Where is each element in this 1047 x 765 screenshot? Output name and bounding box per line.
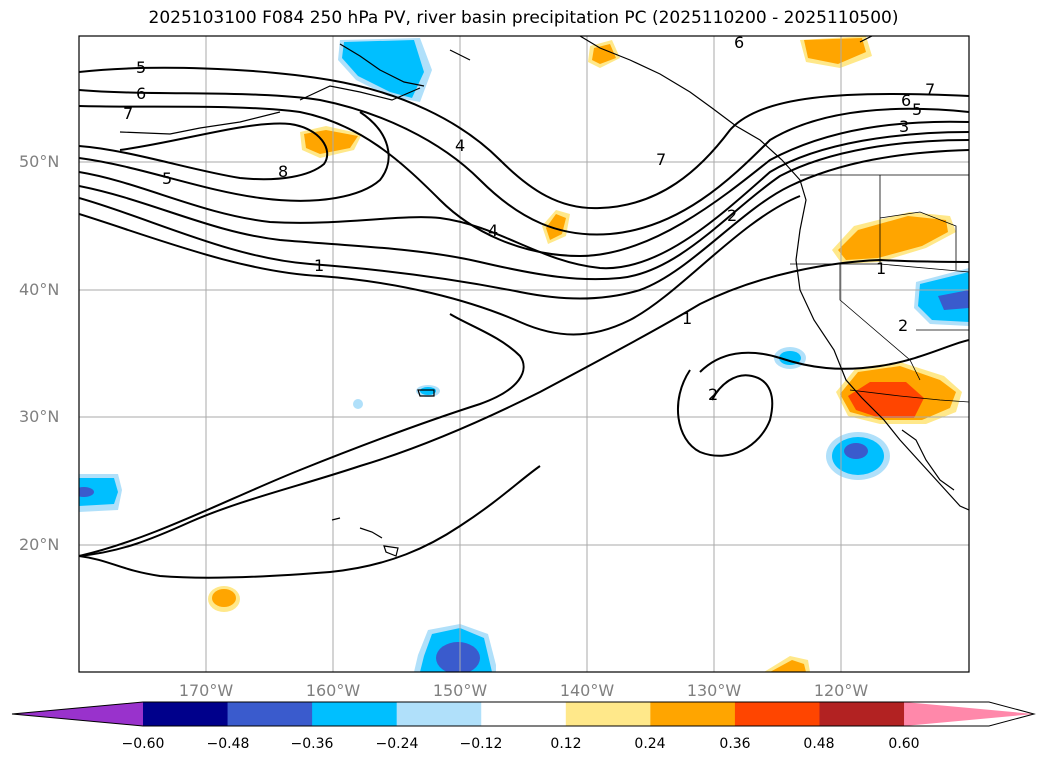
colorbar-tick: −0.24 (375, 736, 419, 752)
colorbar-outline (11, 701, 1036, 727)
longitude-label: 150°W (432, 681, 488, 700)
longitude-label: 130°W (686, 681, 742, 700)
colorbar-tick: 0.60 (888, 736, 920, 752)
colorbar-segment (143, 702, 229, 726)
contour-label: 1 (876, 259, 886, 278)
positive-anomaly-gulf-alaska-core (592, 44, 616, 64)
contour-label: 4 (455, 136, 465, 155)
colorbar-tick: −0.12 (459, 736, 503, 752)
contour-label: 1 (314, 256, 324, 275)
map-frame (78, 35, 970, 673)
contour-label: 5 (136, 58, 146, 77)
contour-label: 6 (901, 91, 911, 110)
pv-contours (79, 66, 969, 579)
negative-anomaly-small-1-core (779, 351, 801, 365)
negative-anomaly-mexico (826, 432, 890, 480)
positive-anomaly-mid-pacific-core (546, 214, 566, 240)
contour-label: 7 (123, 104, 133, 123)
precipitation-shading (79, 36, 969, 672)
contour-label: 5 (912, 100, 922, 119)
map-panel: 5 6 7 8 5 4 4 1 7 6 5 3 7 2 1 1 2 2 6 (78, 33, 970, 673)
negative-anomaly-west-pacific (79, 474, 122, 512)
contour-label: 8 (278, 162, 288, 181)
negative-anomaly-south-pacific (414, 624, 496, 672)
contour-label: 7 (656, 150, 666, 169)
colorbar-tick: −0.36 (290, 736, 334, 752)
colorbar-tick: 0.36 (719, 736, 751, 752)
negative-anomaly-nevada (914, 268, 969, 326)
longitude-label: 140°W (559, 681, 615, 700)
contour-label: 5 (162, 169, 172, 188)
latitude-label: 50°N (19, 152, 60, 171)
longitude-label: 120°W (813, 681, 869, 700)
colorbar-segment (312, 702, 398, 726)
positive-anomaly-oregon (832, 212, 956, 264)
contour-label: 2 (708, 385, 718, 404)
latitude-label: 30°N (19, 407, 60, 426)
contour-label: 3 (899, 117, 909, 136)
longitude-label: 160°W (305, 681, 361, 700)
positive-anomaly-bc-coast-core (804, 38, 866, 64)
map-title: 2025103100 F084 250 hPa PV, river basin … (148, 8, 899, 28)
positive-anomaly-baja-core (770, 660, 806, 672)
contour-label: 6 (136, 84, 146, 103)
colorbar-tick: 0.12 (550, 736, 582, 752)
colorbar-tick: −0.48 (206, 736, 250, 752)
colorbar-segment (227, 702, 313, 726)
negative-anomaly-small-2-core (420, 387, 436, 395)
colorbar-extend-min (12, 702, 143, 726)
colorbar-segment (396, 702, 482, 726)
coastlines (119, 36, 969, 557)
contour-label: 2 (727, 206, 737, 225)
colorbar-tick: −0.60 (121, 736, 165, 752)
colorbar (11, 701, 1036, 727)
contour-label: 2 (898, 316, 908, 335)
contour-label: 6 (734, 33, 744, 52)
colorbar-segment (819, 702, 905, 726)
colorbar-segment (565, 702, 651, 726)
graticule (79, 36, 969, 672)
colorbar-tick: 0.24 (634, 736, 666, 752)
colorbar-segment (650, 702, 736, 726)
negative-anomaly-small-3 (353, 399, 363, 409)
contour-label: 7 (925, 80, 935, 99)
political-borders (790, 174, 969, 403)
latitude-label: 40°N (19, 280, 60, 299)
pv-contour-labels: 5 6 7 8 5 4 4 1 7 6 5 3 7 2 1 1 2 2 6 (123, 33, 935, 404)
contour-label: 1 (682, 309, 692, 328)
colorbar-segment (734, 702, 820, 726)
negative-anomaly-alaska (338, 38, 432, 102)
longitude-label: 170°W (178, 681, 234, 700)
positive-anomaly-tropical-core (212, 589, 236, 607)
latitude-label: 20°N (19, 535, 60, 554)
colorbar-extend-max (904, 702, 1034, 726)
colorbar-tick: 0.48 (803, 736, 835, 752)
colorbar-segment (481, 702, 567, 726)
contour-label: 4 (488, 221, 498, 240)
positive-anomaly-california (836, 362, 962, 424)
